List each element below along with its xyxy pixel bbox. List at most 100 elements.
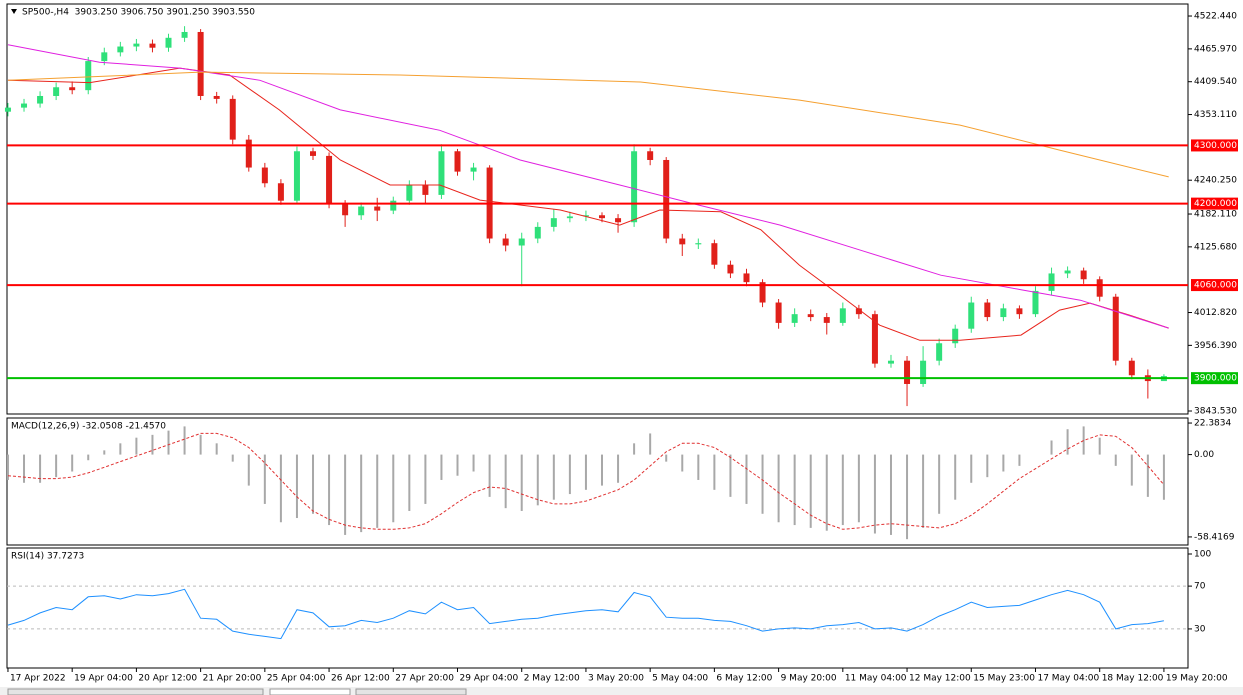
macd-bar [504, 454, 507, 509]
macd-bar [119, 443, 122, 455]
level-label: 4200.000 [1194, 199, 1237, 209]
macd-bar [344, 454, 347, 535]
candle-body [631, 151, 638, 223]
y-tick-label: 30 [1194, 624, 1206, 634]
candle-body [968, 302, 975, 329]
macd-bar [424, 454, 427, 504]
candle-body [4, 107, 11, 112]
macd-bar [328, 454, 331, 526]
candle-body [679, 238, 686, 245]
candle-body [727, 264, 734, 274]
y-tick-label: 22.3834 [1194, 419, 1231, 429]
rsi-title: RSI(14) 37.7273 [11, 552, 84, 562]
main-pane [6, 3, 1189, 415]
tab[interactable] [355, 688, 467, 695]
macd-bar [376, 454, 379, 528]
y-tick-label: 4522.440 [1194, 12, 1237, 22]
macd-bar [1146, 454, 1149, 497]
macd-bar [745, 454, 748, 504]
macd-bar [873, 454, 876, 534]
candle-body [871, 314, 878, 364]
tab[interactable] [269, 688, 351, 695]
macd-bar [183, 426, 186, 455]
candle-body [261, 167, 268, 184]
candle-body [53, 87, 60, 96]
y-tick-label: 4012.820 [1194, 308, 1237, 318]
macd-bar [472, 454, 475, 472]
macd-bar [312, 454, 315, 514]
macd-bar [1018, 454, 1021, 466]
macd-bar [103, 450, 106, 455]
macd-bar [906, 454, 909, 540]
candle-body [342, 203, 349, 216]
macd-bar [825, 454, 828, 531]
tab[interactable] [7, 688, 264, 695]
candle-body [984, 302, 991, 318]
candle-body [711, 243, 718, 265]
y-tick-label: 4125.680 [1194, 242, 1237, 252]
tab-bar [0, 687, 1243, 695]
candle-body [904, 360, 911, 384]
candle-body [277, 183, 284, 201]
macd-bar [71, 454, 74, 472]
macd-bar [986, 454, 989, 478]
x-tick-label: 20 Apr 12:00 [138, 674, 197, 684]
candle-body [518, 238, 525, 246]
candle-body [598, 215, 605, 219]
macd-bar [1114, 454, 1117, 466]
y-tick-label: 4353.110 [1194, 110, 1237, 120]
macd-bar [360, 454, 363, 533]
candle-body [823, 317, 830, 323]
macd-bar [520, 454, 523, 511]
candle-body [374, 206, 381, 211]
candle-body [534, 226, 541, 239]
candle-body [775, 302, 782, 323]
candle-body [695, 243, 702, 245]
x-tick-label: 9 May 20:00 [781, 674, 837, 684]
macd-bar [584, 454, 587, 490]
level-label: 4300.000 [1194, 141, 1237, 151]
macd-bar [263, 454, 266, 504]
candle-body [149, 43, 156, 48]
macd-bar [922, 454, 925, 528]
macd-bar [1066, 429, 1069, 455]
macd-bar [889, 454, 892, 535]
candle-body [85, 61, 92, 91]
macd-bar [809, 454, 812, 528]
candle-body [1016, 308, 1023, 315]
candle-body [855, 308, 862, 315]
macd-bar [841, 454, 844, 526]
macd-bar [87, 454, 90, 461]
macd-bar [6, 454, 9, 480]
x-tick-label: 29 Apr 04:00 [460, 674, 519, 684]
candle-body [887, 360, 894, 364]
candle-body [615, 218, 622, 223]
candle-body [566, 216, 573, 219]
candle-body [1096, 279, 1103, 297]
candle-body [1048, 273, 1055, 291]
candle-body [1128, 360, 1135, 376]
macd-bar [665, 454, 668, 462]
macd-bar [568, 454, 571, 495]
x-tick-label: 19 Apr 04:00 [74, 674, 133, 684]
macd-signal [7, 432, 1165, 530]
y-tick-label: 4240.250 [1194, 176, 1237, 186]
symbol-menu-icon[interactable] [11, 9, 17, 14]
macd-title: MACD(12,26,9) -32.0508 -21.4570 [11, 422, 166, 432]
candle-body [390, 200, 397, 211]
macd-bar [23, 454, 26, 483]
x-tick-label: 18 May 12:00 [1102, 674, 1164, 684]
candle-body [743, 273, 750, 283]
x-tick-label: 15 May 23:00 [973, 674, 1035, 684]
macd-bar [199, 434, 202, 455]
candle-body [229, 98, 236, 140]
macd-bar [231, 454, 234, 462]
candle-body [791, 314, 798, 323]
candle-body [1080, 270, 1087, 280]
macd-bar [793, 454, 796, 526]
candle-body [37, 95, 44, 104]
x-tick-label: 26 Apr 12:00 [331, 674, 390, 684]
macd-bar [279, 454, 282, 523]
candle-body [647, 151, 654, 160]
